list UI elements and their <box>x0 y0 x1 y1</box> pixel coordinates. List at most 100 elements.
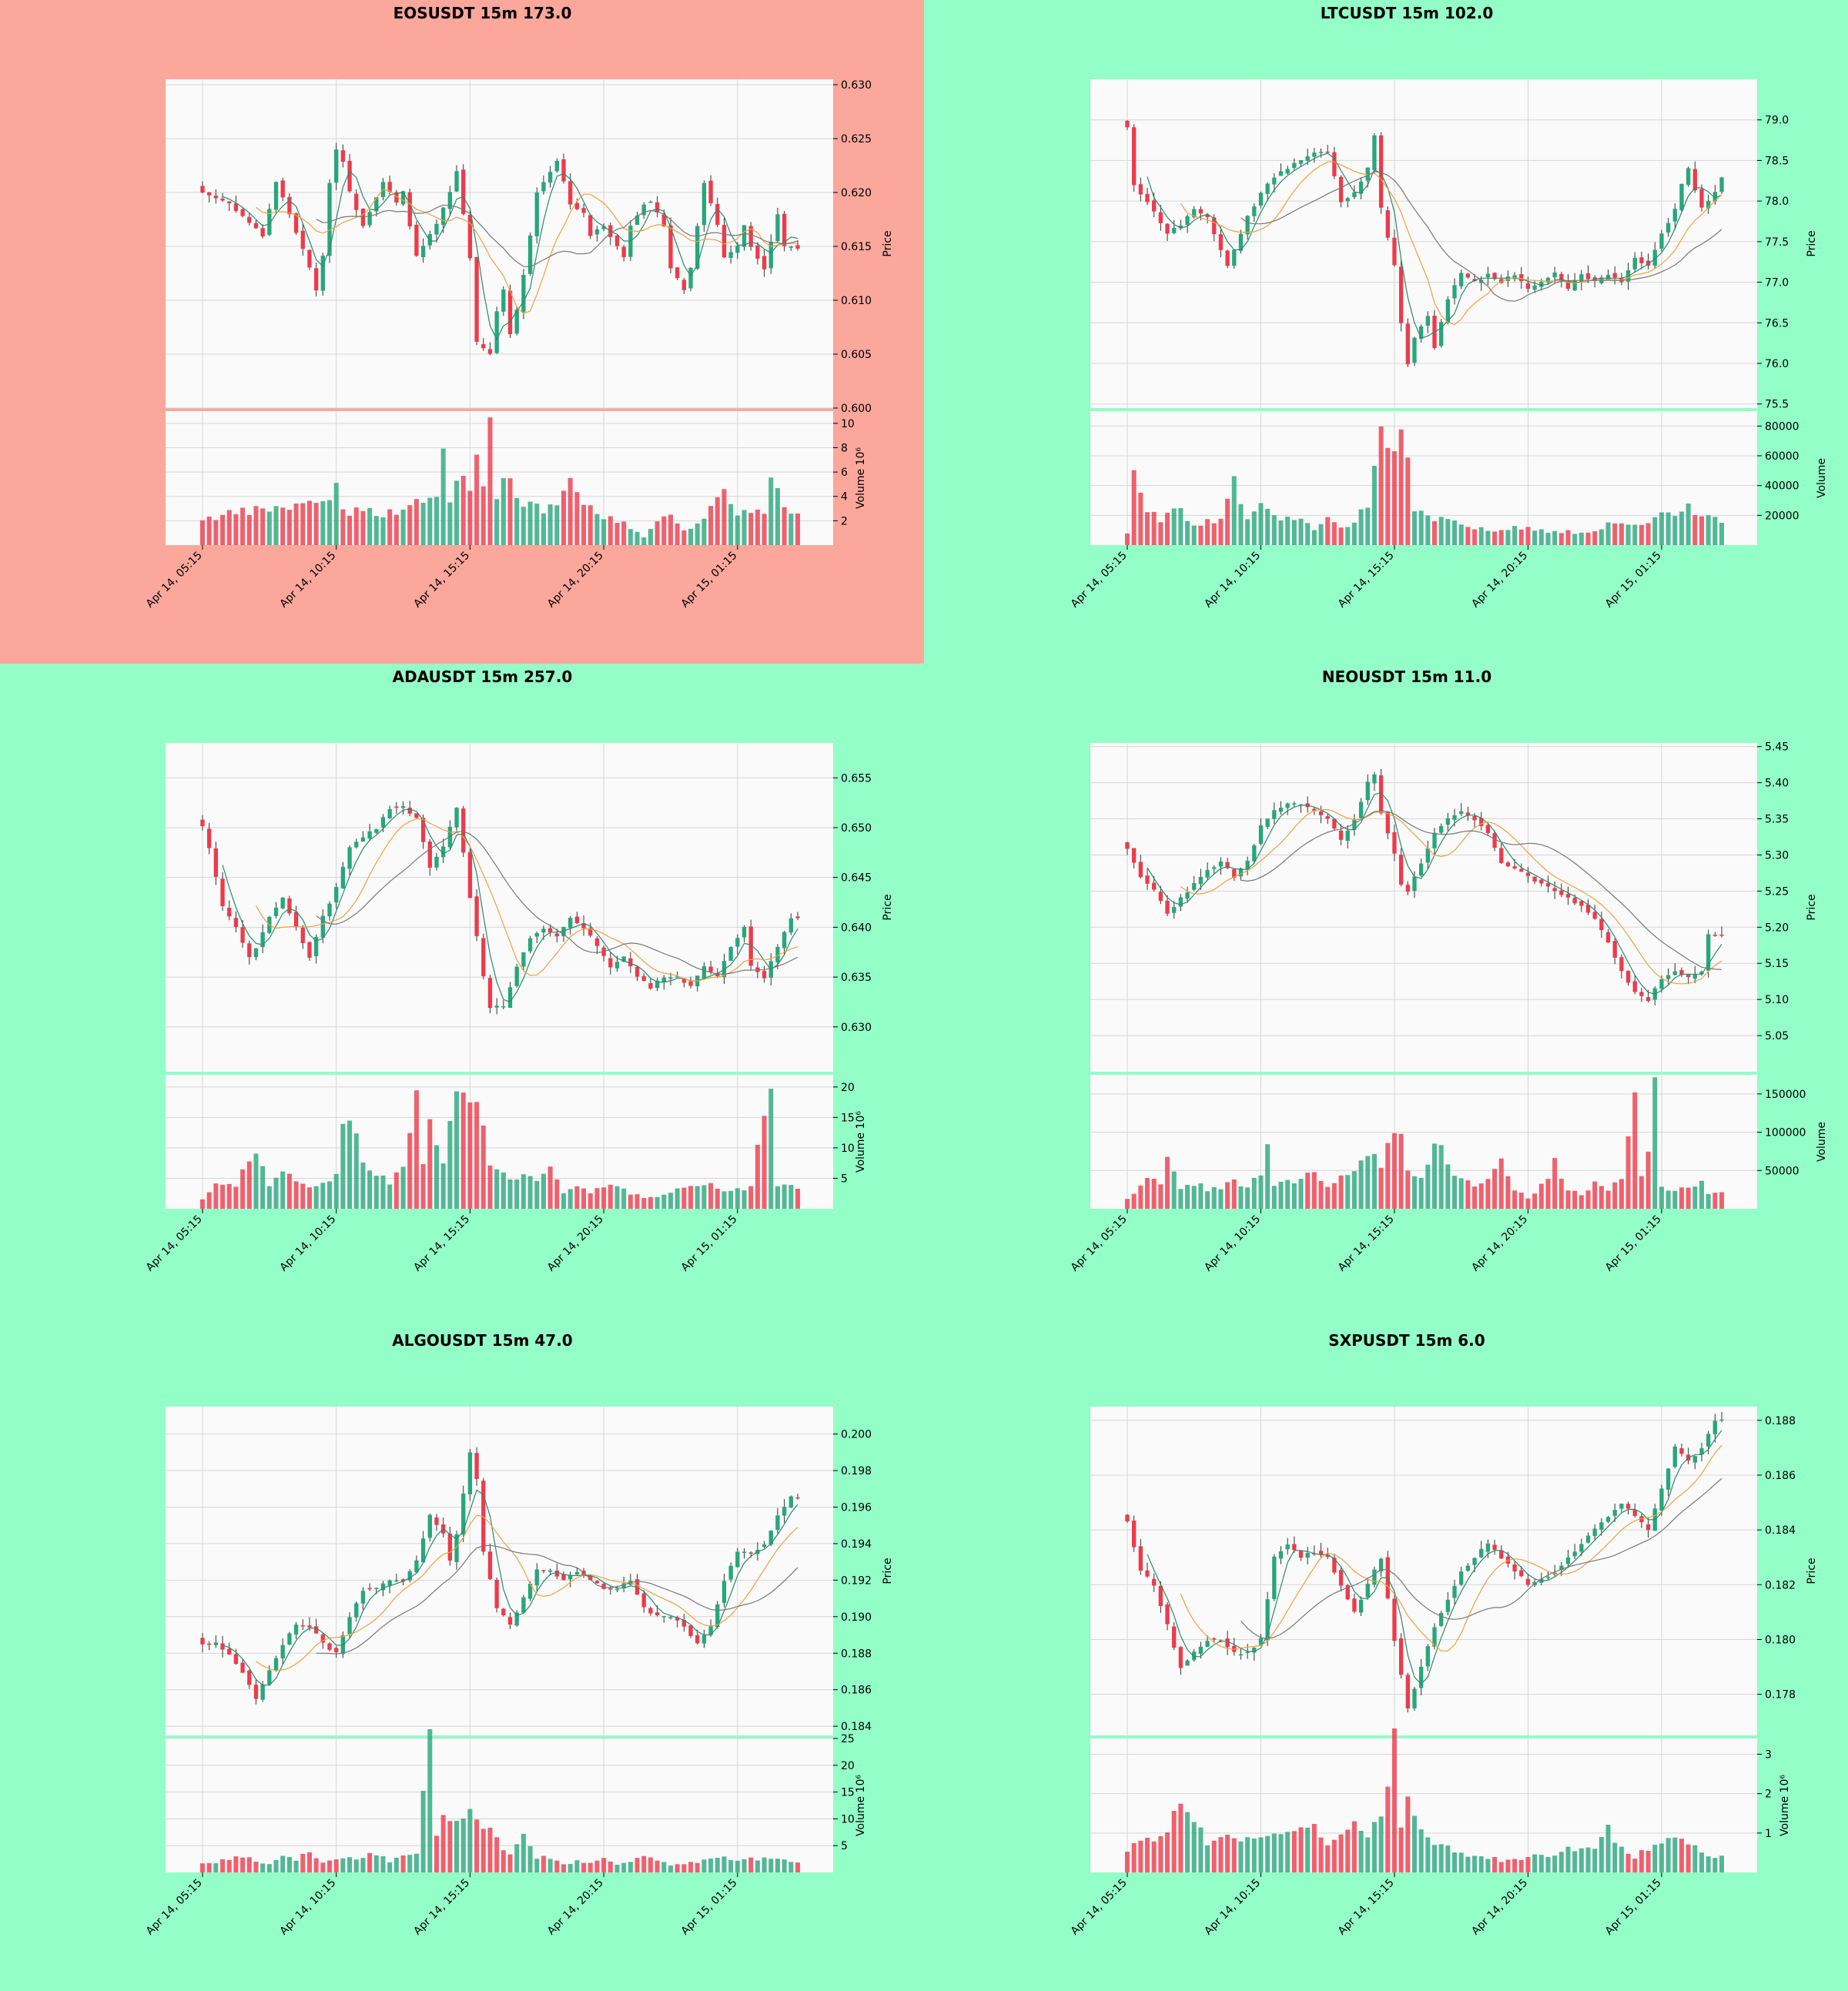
volume-bar <box>1391 1728 1397 1872</box>
moving-average-line <box>1240 1477 1722 1640</box>
candle-body <box>1138 184 1143 195</box>
candle-body <box>1285 1544 1290 1550</box>
price-tick-label: 5.25 <box>1765 885 1789 898</box>
candle-body <box>420 1538 426 1563</box>
candle-body <box>354 193 359 210</box>
volume-bar <box>400 1166 406 1209</box>
volume-bar <box>313 1186 319 1209</box>
candle-body <box>708 1625 713 1635</box>
volume-bar <box>755 509 760 545</box>
volume-bar <box>1358 1160 1364 1209</box>
volume-bar <box>1632 524 1638 545</box>
volume-bar <box>721 1191 727 1209</box>
volume-bar <box>1699 1180 1704 1209</box>
candle-body <box>547 928 553 933</box>
volume-bar <box>1165 513 1170 545</box>
candle-body <box>1198 876 1204 885</box>
volume-bar <box>1211 1186 1217 1209</box>
volume-bar <box>393 514 399 545</box>
volume-bar <box>1325 1845 1331 1872</box>
moving-average-line <box>1240 171 1722 302</box>
volume-tick-label: 2 <box>1765 1789 1772 1801</box>
candle-body <box>1245 860 1250 870</box>
volume-bar <box>527 1845 533 1872</box>
candle-body <box>762 971 767 979</box>
volume-bar <box>581 1188 587 1209</box>
moving-average-line <box>1180 1444 1722 1651</box>
candle-body <box>742 926 747 938</box>
candle-body <box>1472 1558 1477 1565</box>
volume-tick-label: 6 <box>841 467 848 479</box>
candle-body <box>454 1534 459 1562</box>
volume-bar <box>601 1187 607 1209</box>
candle-body <box>1158 212 1163 223</box>
volume-bar <box>1659 512 1664 545</box>
volume-bar <box>735 1860 740 1872</box>
volume-bar <box>708 1858 714 1872</box>
candle-body <box>247 216 252 223</box>
candle-body <box>568 918 573 929</box>
volume-bar <box>534 1859 540 1872</box>
price-panel <box>1090 79 1757 408</box>
volume-bar <box>1291 1183 1297 1209</box>
volume-bar <box>1565 1846 1571 1872</box>
price-tick-label: 0.600 <box>841 403 872 415</box>
candle-body <box>1619 957 1624 972</box>
volume-bar <box>1498 530 1504 545</box>
volume-bar <box>1318 524 1324 545</box>
volume-bar <box>1518 1193 1524 1209</box>
x-tick-label: Apr 14, 10:15 <box>1202 550 1263 611</box>
volume-bar <box>1612 1842 1618 1872</box>
candle-body <box>1465 812 1471 816</box>
volume-bar <box>507 1854 513 1872</box>
volume-bar <box>554 1860 560 1872</box>
candle-body <box>1639 1516 1644 1523</box>
volume-bar <box>1498 1158 1504 1209</box>
candle-body <box>728 947 733 962</box>
volume-bar <box>621 521 627 545</box>
candle-body <box>1225 862 1230 868</box>
volume-bar <box>347 1857 353 1872</box>
volume-bar <box>480 486 486 545</box>
candle-body <box>287 1633 292 1645</box>
candle-body <box>1378 1558 1384 1572</box>
volume-bar <box>1525 1857 1531 1872</box>
volume-bar <box>260 1863 266 1872</box>
candle-body <box>1192 883 1197 890</box>
candle-body <box>240 927 245 943</box>
candle-body <box>574 1571 580 1574</box>
candle-body <box>1165 1604 1170 1625</box>
candle-body <box>1352 192 1357 198</box>
volume-bar <box>1238 504 1244 545</box>
volume-bar <box>487 1165 493 1209</box>
volume-bar <box>199 1863 206 1872</box>
volume-bar <box>1652 517 1658 545</box>
candle-body <box>400 191 406 205</box>
volume-bar <box>1131 1193 1137 1209</box>
candle-body <box>641 975 646 982</box>
candle-body <box>681 279 687 290</box>
price-axis-label: Price <box>882 1558 894 1584</box>
candle-body <box>280 897 285 908</box>
candle-body <box>1632 1509 1637 1516</box>
candle-body <box>1439 825 1444 833</box>
volume-bar <box>320 1183 326 1209</box>
candle-body <box>795 1497 800 1499</box>
volume-bar <box>728 1190 734 1209</box>
volume-bar <box>1418 1829 1424 1872</box>
volume-bar <box>507 1179 513 1209</box>
volume-bar <box>1358 1830 1364 1872</box>
candle-body <box>1532 876 1537 882</box>
volume-bar <box>715 1858 720 1872</box>
volume-bar <box>387 509 393 545</box>
candle-body <box>1706 934 1711 971</box>
candle-body <box>273 182 279 210</box>
volume-bar <box>608 1861 613 1872</box>
candle-body <box>1699 972 1704 975</box>
candle-body <box>1325 816 1330 819</box>
volume-bar <box>1225 1834 1230 1872</box>
candle-body <box>1385 811 1390 834</box>
volume-bar <box>634 1194 640 1209</box>
volume-bar <box>668 514 673 545</box>
candle-body <box>1145 1570 1150 1577</box>
